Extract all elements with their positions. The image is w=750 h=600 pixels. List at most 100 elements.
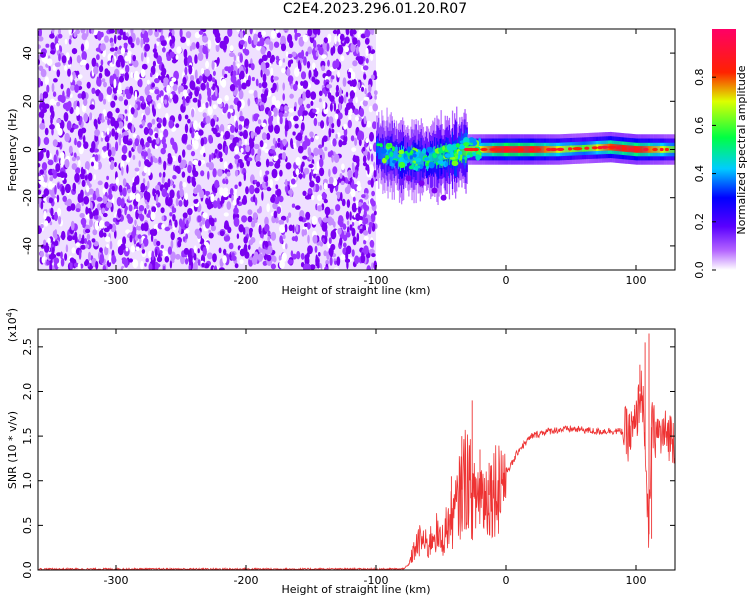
noise-speckle: [107, 95, 111, 103]
noise-speckle: [160, 244, 164, 249]
noise-speckle: [264, 240, 269, 248]
noise-speckle: [179, 180, 183, 191]
noise-speckle: [61, 55, 67, 64]
noise-speckle: [259, 104, 265, 112]
noise-speckle: [274, 100, 281, 109]
noise-speckle: [255, 99, 258, 105]
signal-speckle: [423, 157, 430, 161]
noise-speckle: [325, 259, 330, 266]
noise-speckle: [228, 242, 234, 250]
noise-speckle: [308, 69, 312, 80]
noise-speckle: [182, 97, 186, 107]
noise-speckle: [361, 194, 366, 199]
noise-speckle: [120, 160, 125, 170]
noise-speckle: [162, 142, 167, 149]
noise-speckle: [338, 141, 342, 147]
noise-speckle: [367, 92, 372, 98]
signal-core: [549, 147, 558, 152]
noise-speckle: [148, 128, 154, 136]
noise-speckle: [337, 44, 344, 55]
noise-speckle: [346, 220, 350, 226]
noise-speckle: [151, 118, 156, 125]
noise-speckle: [350, 135, 355, 142]
noise-speckle: [197, 52, 204, 61]
noise-speckle: [58, 216, 62, 225]
noise-speckle: [280, 106, 284, 112]
signal-speckle: [458, 150, 463, 155]
noise-speckle: [50, 42, 56, 50]
noise-speckle: [123, 99, 129, 106]
noise-speckle: [275, 82, 279, 93]
noise-speckle: [185, 31, 192, 39]
noise-speckle: [236, 233, 240, 239]
noise-speckle: [50, 50, 56, 55]
noise-speckle: [335, 90, 340, 98]
noise-speckle: [303, 56, 307, 66]
noise-speckle: [258, 224, 262, 235]
noise-speckle: [327, 59, 330, 67]
noise-speckle: [175, 253, 181, 260]
noise-speckle: [252, 212, 258, 220]
noise-speckle: [128, 204, 133, 212]
noise-speckle: [229, 45, 234, 52]
y-tick-label: 0: [21, 146, 34, 153]
noise-speckle: [339, 87, 342, 97]
noise-speckle: [347, 71, 352, 79]
noise-speckle: [281, 67, 286, 74]
noise-speckle: [121, 145, 128, 154]
noise-speckle: [270, 67, 274, 76]
noise-speckle: [318, 98, 322, 103]
noise-speckle: [41, 181, 48, 188]
noise-speckle: [161, 188, 168, 198]
noise-speckle: [158, 172, 162, 178]
noise-speckle: [287, 33, 293, 44]
noise-speckle: [92, 229, 98, 236]
noise-speckle: [326, 116, 330, 127]
noise-speckle: [147, 148, 151, 155]
noise-speckle: [359, 228, 364, 234]
noise-speckle: [122, 135, 129, 145]
noise-speckle: [282, 234, 286, 239]
noise-speckle: [212, 83, 215, 91]
noise-speckle: [86, 233, 91, 241]
signal-speckle: [392, 160, 397, 164]
noise-speckle: [320, 120, 325, 129]
noise-speckle: [349, 211, 352, 221]
noise-speckle: [198, 30, 204, 35]
noise-speckle: [353, 86, 357, 93]
signal-speckle: [409, 155, 414, 160]
noise-speckle: [284, 223, 288, 233]
noise-speckle: [279, 116, 283, 125]
noise-speckle: [263, 142, 268, 148]
noise-speckle: [223, 187, 229, 193]
noise-speckle: [259, 240, 263, 245]
noise-speckle: [270, 54, 275, 63]
noise-speckle: [126, 92, 132, 100]
noise-speckle: [217, 143, 223, 151]
noise-speckle: [268, 161, 274, 167]
noise-speckle: [221, 78, 227, 88]
noise-speckle: [322, 100, 326, 110]
noise-speckle: [218, 267, 225, 270]
noise-speckle: [351, 162, 355, 169]
noise-speckle: [363, 235, 369, 241]
noise-speckle: [150, 72, 153, 78]
signal-core: [591, 146, 598, 150]
noise-speckle: [116, 196, 122, 207]
noise-speckle: [98, 230, 104, 238]
noise-speckle: [199, 189, 205, 199]
noise-speckle: [192, 262, 198, 270]
noise-speckle: [182, 181, 187, 188]
noise-speckle: [106, 111, 113, 119]
noise-speckle: [296, 251, 301, 260]
noise-speckle: [217, 204, 222, 209]
noise-speckle: [134, 234, 139, 242]
noise-speckle: [175, 123, 180, 128]
noise-speckle: [68, 29, 72, 35]
noise-speckle: [332, 166, 338, 175]
noise-speckle: [253, 29, 256, 34]
noise-speckle: [334, 260, 337, 265]
noise-speckle: [144, 51, 147, 58]
noise-speckle: [159, 132, 163, 141]
signal-speckle: [475, 154, 481, 161]
